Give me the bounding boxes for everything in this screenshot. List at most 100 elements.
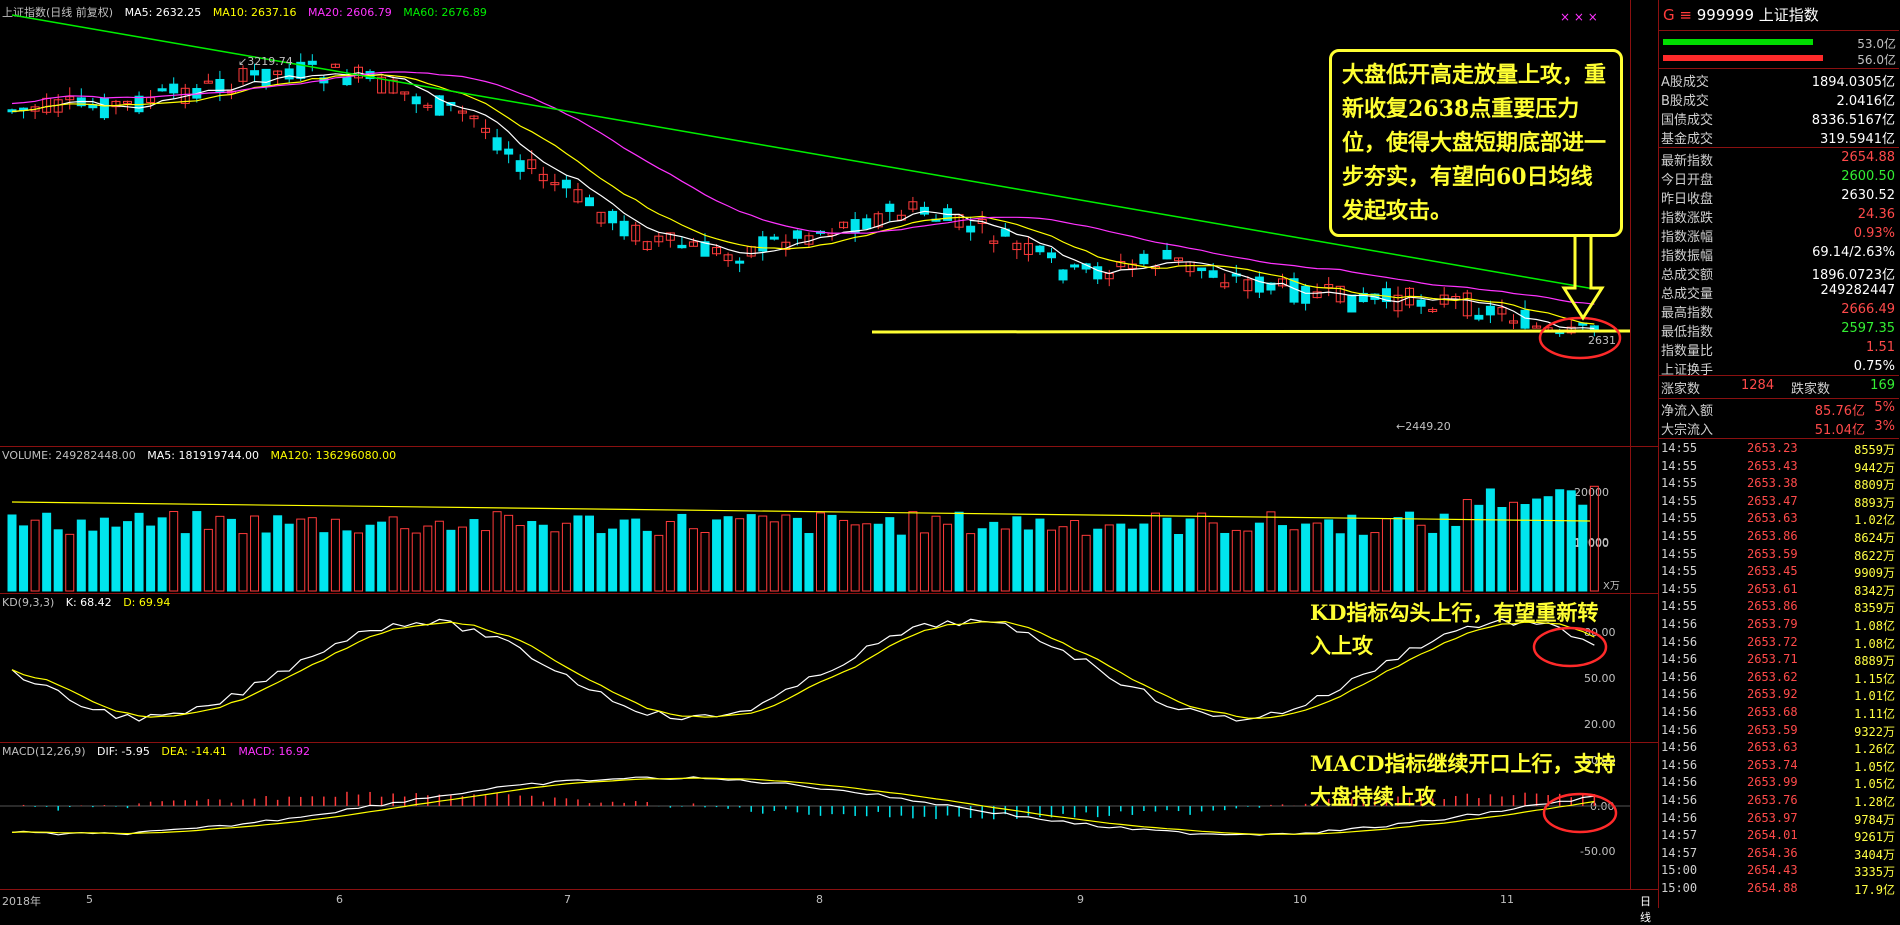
tick-row[interactable]: 14:56 2653.63 1.26亿 — [1659, 740, 1899, 758]
price-tick: 2631 — [1588, 334, 1616, 347]
volume-ma5-label: MA5: 181919744.00 — [147, 449, 259, 462]
tick-row[interactable]: 14:57 2654.36 3404万 — [1659, 846, 1899, 864]
volume-bar — [758, 515, 768, 592]
tick-row[interactable]: 14:56 2653.92 1.01亿 — [1659, 687, 1899, 705]
tick-row[interactable]: 14:56 2653.74 1.05亿 — [1659, 758, 1899, 776]
tick-price: 2653.79 — [1747, 617, 1798, 631]
volume-bar — [203, 528, 213, 592]
tick-row[interactable]: 14:56 2653.71 8889万 — [1659, 652, 1899, 670]
tick-row[interactable]: 15:00 2654.43 3335万 — [1659, 863, 1899, 881]
stat-label: 上证换手 — [1661, 363, 1714, 378]
price-axis-line — [1630, 0, 1631, 889]
volume-bar — [1312, 522, 1322, 592]
volume-bar — [1070, 520, 1080, 592]
tick-row[interactable]: 14:55 2653.86 8359万 — [1659, 599, 1899, 617]
volume-bar — [400, 528, 410, 592]
candle-body — [354, 66, 363, 79]
candle-body — [215, 78, 225, 92]
macd-dif-label: DIF: -5.95 — [97, 745, 150, 758]
volume-bar — [1578, 504, 1588, 592]
volume-bar — [134, 512, 144, 592]
tick-row[interactable]: 14:56 2653.72 1.08亿 — [1659, 635, 1899, 653]
tick-volume: 1.05亿 — [1854, 759, 1895, 774]
tick-row[interactable]: 15:00 2654.88 17.9亿 — [1659, 881, 1899, 899]
volume-bar — [585, 515, 594, 592]
volume-bar — [250, 515, 260, 592]
volume-bar — [515, 525, 525, 592]
tick-row[interactable]: 14:55 2653.47 8893万 — [1659, 494, 1899, 512]
macd-hist-label: MACD: 16.92 — [238, 745, 310, 758]
tick-price: 2653.43 — [1747, 458, 1798, 473]
tick-row[interactable]: 14:55 2653.38 8809万 — [1659, 476, 1899, 494]
volume-bar — [238, 533, 248, 592]
date-tick: 7 — [564, 893, 571, 906]
volume-bar — [700, 531, 710, 592]
volume-bar — [1347, 514, 1357, 592]
candle-body — [157, 88, 167, 92]
volume-bar — [527, 521, 537, 592]
macd-annotation: MACD指标继续开口上行，支持大盘持续上攻 — [1310, 751, 1616, 809]
tick-row[interactable]: 14:56 2653.79 1.08亿 — [1659, 617, 1899, 635]
tick-row[interactable]: 14:56 2653.62 1.15亿 — [1659, 670, 1899, 688]
stat-row: 指数涨跌 24.36 — [1659, 207, 1899, 226]
tick-row[interactable]: 14:56 2653.76 1.28亿 — [1659, 793, 1899, 811]
volume-bar — [192, 511, 202, 592]
pane-divider — [0, 742, 1658, 743]
candle-body — [238, 68, 248, 82]
stat-row: 今日开盘 2600.50 — [1659, 169, 1899, 188]
up-count-label: 涨家数 — [1661, 382, 1701, 397]
buy-strength-value: 53.0亿 — [1857, 37, 1896, 51]
tick-time: 14:56 — [1661, 652, 1698, 667]
tick-time: 14:56 — [1661, 775, 1698, 790]
candle-body — [735, 260, 745, 264]
tick-row[interactable]: 14:55 2653.23 8559万 — [1659, 441, 1899, 459]
tick-row[interactable]: 14:57 2654.01 9261万 — [1659, 828, 1899, 846]
tick-row[interactable]: 14:55 2653.43 9442万 — [1659, 459, 1899, 477]
volume-bar — [1451, 525, 1461, 592]
tick-volume: 9784万 — [1854, 812, 1895, 827]
tick-volume: 1.05亿 — [1854, 777, 1895, 792]
candle-body — [469, 115, 479, 120]
tick-price: 2653.59 — [1747, 546, 1798, 561]
volume-bar — [296, 518, 306, 592]
tick-price: 2653.74 — [1747, 757, 1798, 772]
candle-body — [885, 203, 895, 212]
turnover-row: 国债成交 8336.5167亿 — [1659, 109, 1899, 128]
stat-row: 最新指数 2654.88 — [1659, 150, 1899, 169]
stat-label: 指数涨幅 — [1661, 230, 1714, 245]
tick-row[interactable]: 14:55 2653.45 9909万 — [1659, 564, 1899, 582]
tick-price: 2653.86 — [1747, 599, 1798, 614]
corner-close-icons[interactable]: × × × — [1560, 10, 1598, 24]
kd-annotation: KD指标勾头上行，有望重新转入上攻 — [1310, 600, 1599, 658]
volume-bar — [30, 519, 40, 592]
candle-body — [1451, 295, 1461, 301]
tick-row[interactable]: 14:56 2653.99 1.05亿 — [1659, 775, 1899, 793]
tick-row[interactable]: 14:55 2653.63 1.02亿 — [1659, 511, 1899, 529]
volume-bar — [1220, 532, 1230, 592]
tick-volume: 1.26亿 — [1854, 742, 1895, 757]
tick-row[interactable]: 14:55 2653.59 8622万 — [1659, 547, 1899, 565]
candle-body — [1462, 292, 1472, 317]
tick-row[interactable]: 14:56 2653.97 9784万 — [1659, 811, 1899, 829]
tick-row[interactable]: 14:55 2653.61 8342万 — [1659, 582, 1899, 600]
tick-row[interactable]: 14:56 2653.68 1.11亿 — [1659, 705, 1899, 723]
candle-body — [423, 104, 433, 108]
low-marker-value: 2449.20 — [1405, 420, 1451, 433]
volume-bar — [354, 532, 363, 592]
period-tab[interactable]: 日线 — [1640, 895, 1651, 924]
candle-body — [654, 235, 664, 243]
turnover-label: 基金成交 — [1661, 132, 1714, 147]
stat-row: 总成交量 249282447 — [1659, 283, 1899, 302]
stat-row: 最低指数 2597.35 — [1659, 321, 1899, 340]
turnover-value: 1894.0305亿 — [1811, 75, 1895, 90]
high-marker-value: 3219.74 — [247, 55, 293, 68]
macd-highlight-circle — [1542, 792, 1618, 834]
kline-chart-area[interactable]: 上证指数(日线 前复权) MA5: 2632.25 MA10: 2637.16 … — [0, 0, 1658, 924]
high-marker: ↙3219.74 — [238, 55, 293, 68]
tick-row[interactable]: 14:56 2653.59 9322万 — [1659, 723, 1899, 741]
candle-body — [504, 148, 514, 155]
tick-row[interactable]: 14:55 2653.86 8624万 — [1659, 529, 1899, 547]
volume-bar — [1266, 511, 1276, 592]
candle-body — [400, 91, 410, 95]
turnover-label: B股成交 — [1661, 94, 1709, 109]
